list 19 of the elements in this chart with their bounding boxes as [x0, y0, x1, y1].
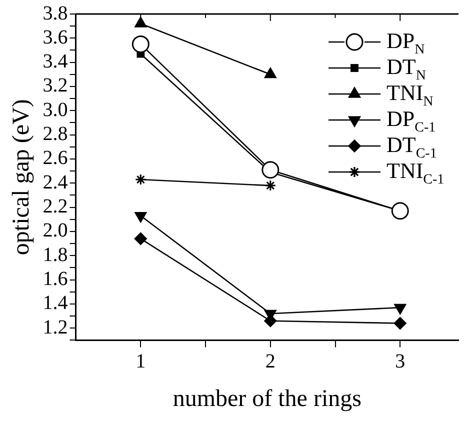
- y-tick-label: 2.4: [42, 171, 68, 194]
- x-axis-title: number of the rings: [172, 386, 362, 412]
- y-tick-label: 1.2: [42, 316, 68, 338]
- x-tick-label: 3: [395, 350, 406, 372]
- y-tick-label: 1.6: [42, 268, 68, 290]
- y-tick-label: 3.4: [42, 50, 68, 73]
- y-tick-label: 2.0: [42, 220, 68, 242]
- y-tick-label: 1.8: [42, 244, 68, 266]
- y-tick-label: 3.8: [42, 2, 68, 24]
- y-tick-label: 2.6: [42, 147, 68, 170]
- y-tick-label: 1.4: [42, 292, 68, 314]
- y-tick-label: 2.8: [42, 123, 68, 146]
- y-tick-label: 3.0: [42, 98, 68, 121]
- x-tick-label: 1: [136, 350, 146, 372]
- y-axis-title: optical gap (eV): [8, 99, 35, 256]
- y-tick-label: 3.2: [42, 74, 68, 97]
- x-tick-label: 2: [265, 350, 276, 372]
- y-tick-label: 2.2: [42, 196, 68, 218]
- y-tick-label: 3.6: [42, 26, 68, 48]
